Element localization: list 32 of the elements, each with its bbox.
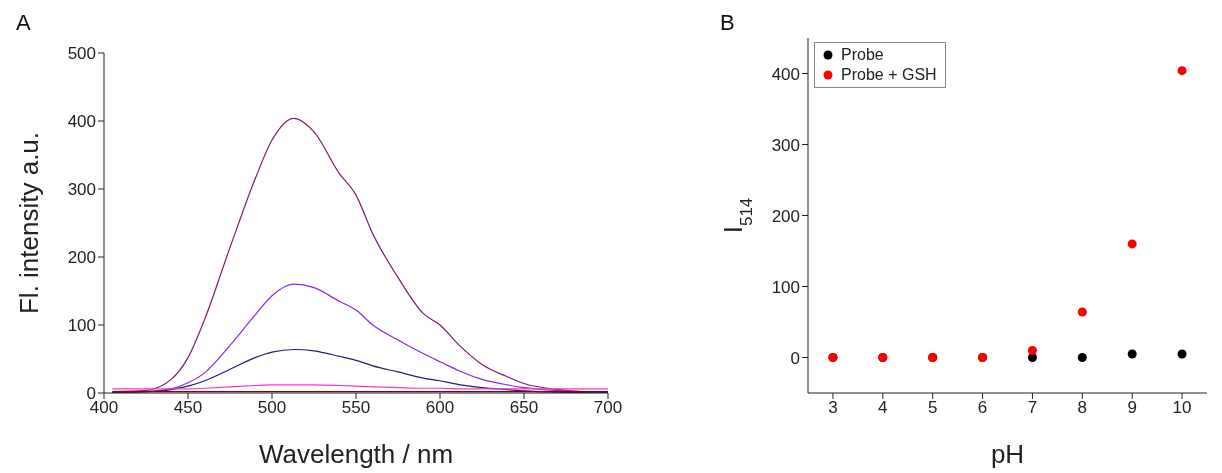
y-tick-label: 100 bbox=[67, 316, 96, 336]
x-tick-label: 700 bbox=[593, 398, 623, 418]
x-tick-label: 7 bbox=[1027, 398, 1038, 418]
x-tick-label: 600 bbox=[425, 398, 455, 418]
y-tick-label: 200 bbox=[771, 206, 800, 226]
y-tick-label: 0 bbox=[790, 348, 800, 368]
y-axis-title: Fl. intensity a.u. bbox=[14, 131, 44, 315]
x-tick-label: 5 bbox=[927, 398, 938, 418]
x-tick-label: 8 bbox=[1077, 398, 1088, 418]
y-tick-label: 400 bbox=[67, 112, 96, 132]
x-tick-label: 9 bbox=[1127, 398, 1137, 418]
x-tick-label: 6 bbox=[977, 398, 988, 418]
x-tick-label: 500 bbox=[257, 398, 287, 418]
legend-label: Probe + GSH bbox=[841, 65, 937, 85]
text: A bbox=[16, 10, 31, 36]
y-tick-label: 300 bbox=[67, 180, 96, 200]
x-tick-label: 3 bbox=[828, 398, 838, 418]
x-tick-label: 650 bbox=[509, 398, 539, 418]
y-tick-label: 100 bbox=[771, 277, 800, 297]
y-tick-label: 200 bbox=[67, 248, 96, 268]
legend-label: Probe bbox=[841, 45, 884, 65]
x-axis-title: pH bbox=[990, 439, 1025, 469]
x-tick-label: 4 bbox=[878, 398, 888, 418]
y-tick-label: 500 bbox=[67, 44, 96, 64]
x-axis-title: Wavelength / nm bbox=[258, 439, 454, 469]
x-tick-label: 10 bbox=[1172, 398, 1192, 418]
y-tick-label: 400 bbox=[771, 64, 800, 84]
y-tick-label: 300 bbox=[771, 135, 800, 155]
text: B bbox=[720, 10, 735, 36]
x-tick-label: 450 bbox=[173, 398, 203, 418]
x-tick-label: 400 bbox=[89, 398, 119, 418]
x-tick-label: 550 bbox=[341, 398, 371, 418]
